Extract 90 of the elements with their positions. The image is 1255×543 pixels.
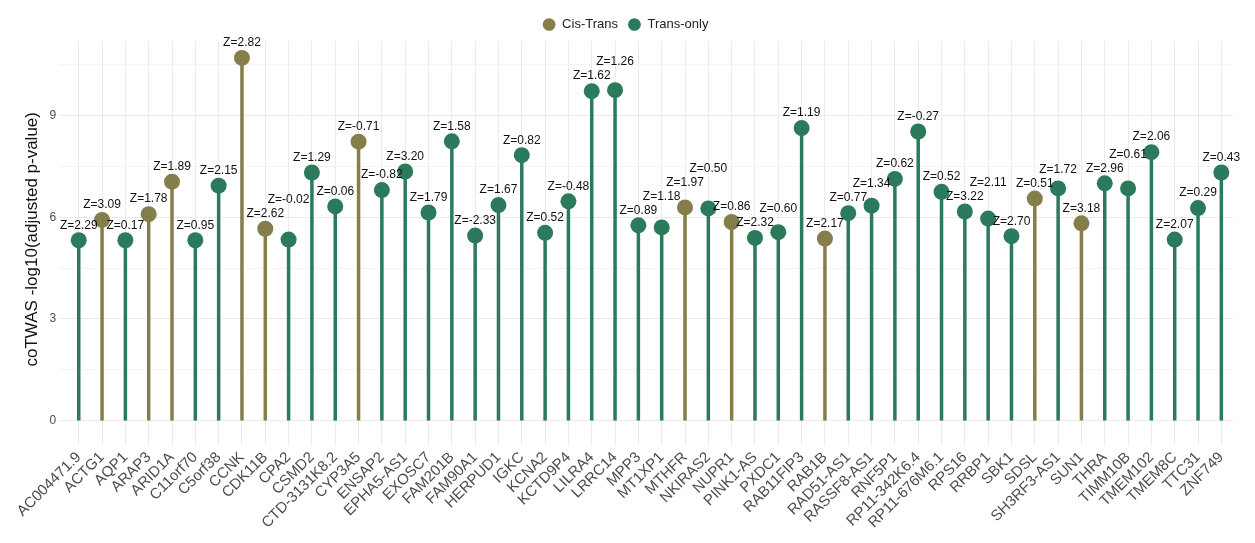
point	[467, 227, 484, 244]
annotation: Z=1.79	[409, 189, 448, 204]
annotation: Z=0.06	[316, 183, 355, 198]
annotation: Z=3.22	[945, 188, 984, 203]
point	[420, 204, 437, 221]
annotation: Z=3.20	[386, 148, 425, 163]
point	[327, 198, 344, 215]
annotation: Z=0.62	[876, 156, 915, 171]
annotation: Z=1.29	[293, 149, 332, 164]
point	[164, 173, 181, 190]
annotation: Z=1.97	[666, 174, 705, 189]
point	[70, 232, 87, 249]
annotation: Z=1.67	[479, 182, 518, 197]
point	[513, 147, 530, 164]
annotation: Z=1.19	[782, 105, 821, 120]
point	[1096, 175, 1113, 192]
point	[1026, 190, 1043, 207]
point	[630, 217, 647, 234]
annotation: Z=0.17	[106, 217, 145, 232]
annotation: Z=3.18	[1062, 200, 1101, 215]
annotation: Z=2.96	[1085, 160, 1124, 175]
point	[910, 123, 927, 140]
legend-label: Trans-only	[647, 16, 709, 32]
point	[280, 231, 297, 248]
annotation: Z=0.95	[176, 217, 215, 232]
point	[117, 232, 134, 249]
annotation: Z=1.62	[572, 68, 611, 83]
point	[1190, 200, 1207, 217]
y-axis-title: coTWAS -log10(adjusted p-value)	[21, 112, 41, 367]
point	[816, 230, 833, 247]
point	[607, 82, 624, 99]
point	[583, 83, 600, 100]
point	[257, 220, 274, 237]
annotation: Z=1.18	[642, 188, 681, 203]
annotation: Z=0.60	[759, 201, 798, 216]
annotation: Z=2.11	[969, 174, 1007, 189]
point	[373, 182, 390, 199]
point	[187, 232, 204, 249]
annotation: Z=1.34	[852, 176, 891, 191]
point	[653, 219, 670, 236]
point	[1003, 228, 1020, 245]
annotation: Z=0.29	[1179, 185, 1218, 200]
annotation: Z=0.52	[526, 210, 565, 225]
point	[303, 164, 320, 181]
annotation: Z=0.52	[922, 169, 961, 184]
legend-label: Cis-Trans	[562, 16, 619, 32]
annotation: Z=1.58	[432, 118, 471, 133]
y-tick-label: 0	[49, 412, 57, 427]
annotation: Z=2.29	[59, 217, 98, 232]
point	[1166, 231, 1183, 248]
annotation: Z=-0.27	[897, 108, 940, 123]
point	[490, 197, 507, 214]
annotation: Z=0.82	[502, 132, 541, 147]
annotation: Z=2.82	[223, 35, 262, 50]
point	[560, 193, 577, 210]
annotation: Z=0.51	[1015, 175, 1054, 190]
point	[1120, 180, 1137, 197]
y-tick-label: 6	[49, 209, 57, 224]
point	[770, 224, 787, 241]
annotation: Z=-2.33	[454, 212, 497, 227]
annotation: Z=0.43	[1202, 149, 1241, 164]
point	[210, 177, 227, 194]
annotation: Z=0.89	[619, 202, 658, 217]
point	[956, 203, 973, 220]
point	[443, 133, 460, 150]
point	[537, 224, 554, 241]
point	[233, 49, 250, 66]
annotation: Z=0.50	[689, 160, 728, 175]
point	[350, 133, 367, 150]
annotation: Z=2.17	[806, 215, 845, 230]
annotation: Z=1.26	[596, 54, 635, 69]
point	[1073, 215, 1090, 232]
annotation: Z=2.62	[246, 206, 285, 221]
annotation: Z=2.15	[199, 163, 238, 178]
annotation: Z=1.89	[153, 158, 192, 173]
point	[746, 229, 763, 246]
annotation: Z=-0.71	[337, 118, 380, 133]
annotation: Z=-0.48	[547, 178, 590, 193]
annotation: Z=2.06	[1132, 129, 1171, 144]
annotation: Z=3.09	[83, 197, 122, 212]
point	[793, 120, 810, 137]
annotation: Z=-0.02	[267, 192, 310, 207]
annotation: Z=2.07	[1155, 216, 1194, 231]
point	[1213, 164, 1230, 181]
y-tick-label: 3	[49, 311, 57, 326]
annotation: Z=1.78	[129, 191, 168, 206]
annotation: Z=0.77	[829, 190, 868, 205]
y-tick-label: 9	[49, 107, 57, 122]
point	[677, 199, 694, 216]
annotation: Z=1.72	[1039, 161, 1078, 176]
